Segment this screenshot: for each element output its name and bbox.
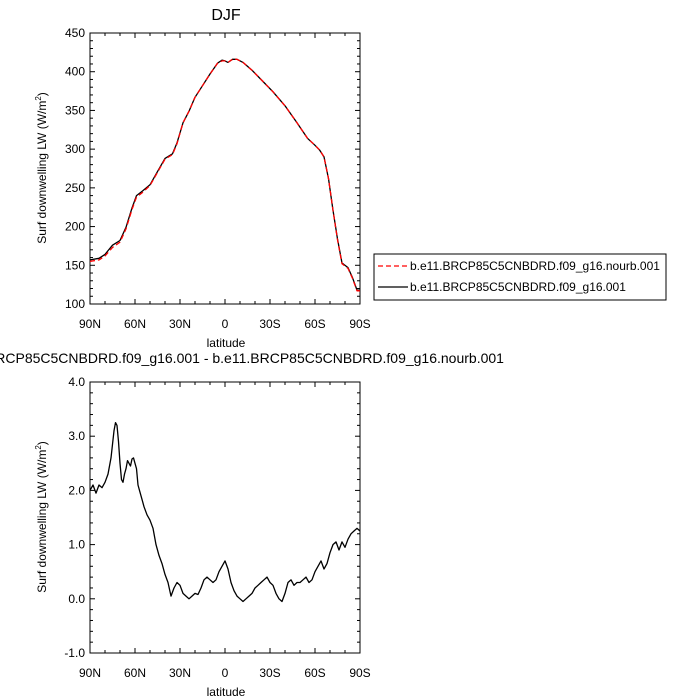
bottom-chart-y-tick-label: 4.0 — [68, 375, 85, 389]
bottom-chart-y-tick-label: 0.0 — [68, 592, 85, 606]
bottom-chart-panel: b.e11.BRCP85C5CNBDRD.f09_g16.001 - b.e11… — [0, 350, 504, 699]
bottom-chart-series-line-0 — [89, 421, 361, 603]
bottom-chart-x-tick-label: 60N — [124, 666, 146, 680]
top-chart-y-tick-label: 250 — [65, 181, 85, 195]
top-chart-y-tick-label: 400 — [65, 65, 85, 79]
top-chart-x-tick-label: 30S — [259, 317, 280, 331]
top-chart-panel: DJF 90N 60N 30N 0 30S 60S 90S 100 150 200 250 300 35… — [34, 7, 371, 350]
legend: b.e11.BRCP85C5CNBDRD.f09_g16.nourb.001 b… — [373, 253, 667, 301]
top-chart-y-tick-label: 300 — [65, 142, 85, 156]
bottom-chart-x-tick-label: 30N — [169, 666, 191, 680]
top-chart-plot-area — [89, 32, 361, 305]
top-chart-x-axis-label: latitude — [207, 336, 246, 350]
top-chart-x-tick-label: 90S — [349, 317, 370, 331]
top-chart-x-tick-label: 0 — [222, 317, 229, 331]
bottom-chart-plot-area — [89, 381, 361, 654]
bottom-chart-title: b.e11.BRCP85C5CNBDRD.f09_g16.001 - b.e11… — [0, 350, 504, 366]
top-chart-y-tick-label: 200 — [65, 220, 85, 234]
legend-box — [373, 253, 667, 301]
bottom-chart-y-tick-label: 1.0 — [68, 538, 85, 552]
top-chart-y-axis-label: Surf downwelling LW (W/m2) — [34, 92, 49, 244]
top-chart-y-tick-label: 100 — [65, 297, 85, 311]
legend-label-control: b.e11.BRCP85C5CNBDRD.f09_g16.001 — [410, 280, 626, 294]
top-chart-ticks: 90N 60N 30N 0 30S 60S 90S 100 150 200 250 300 350 400… — [65, 26, 371, 331]
top-chart-series-group — [89, 58, 360, 292]
legend-label-nourb: b.e11.BRCP85C5CNBDRD.f09_g16.nourb.001 — [410, 259, 660, 273]
top-chart-y-tick-label: 150 — [65, 258, 85, 272]
top-chart-x-tick-label: 60S — [304, 317, 325, 331]
bottom-chart-x-axis-label: latitude — [207, 685, 246, 699]
top-chart-title: DJF — [211, 7, 241, 24]
bottom-chart-x-tick-label: 60S — [304, 666, 325, 680]
bottom-chart-ticks: 90N 60N 30N 0 30S 60S 90S -1.0 0.0 1.0 2.0 3.0 4.0 — [64, 375, 370, 680]
bottom-chart-series-group — [89, 421, 361, 603]
bottom-chart-x-tick-label: 90S — [349, 666, 370, 680]
top-chart-y-tick-label: 350 — [65, 103, 85, 117]
bottom-chart-x-tick-label: 30S — [259, 666, 280, 680]
top-chart-x-tick-label: 90N — [79, 317, 101, 331]
bottom-chart-y-tick-label: -1.0 — [64, 646, 85, 660]
top-chart-x-tick-label: 30N — [169, 317, 191, 331]
top-chart-y-tick-label: 450 — [65, 26, 85, 40]
bottom-chart-y-axis-label: Surf downwelling LW (W/m2) — [34, 441, 49, 593]
top-chart-series-line-0 — [89, 58, 360, 292]
bottom-chart-x-tick-label: 0 — [222, 666, 229, 680]
bottom-chart-y-tick-label: 2.0 — [68, 483, 85, 497]
bottom-chart-y-tick-label: 3.0 — [68, 429, 85, 443]
bottom-chart-x-tick-label: 90N — [79, 666, 101, 680]
top-chart-x-tick-label: 60N — [124, 317, 146, 331]
